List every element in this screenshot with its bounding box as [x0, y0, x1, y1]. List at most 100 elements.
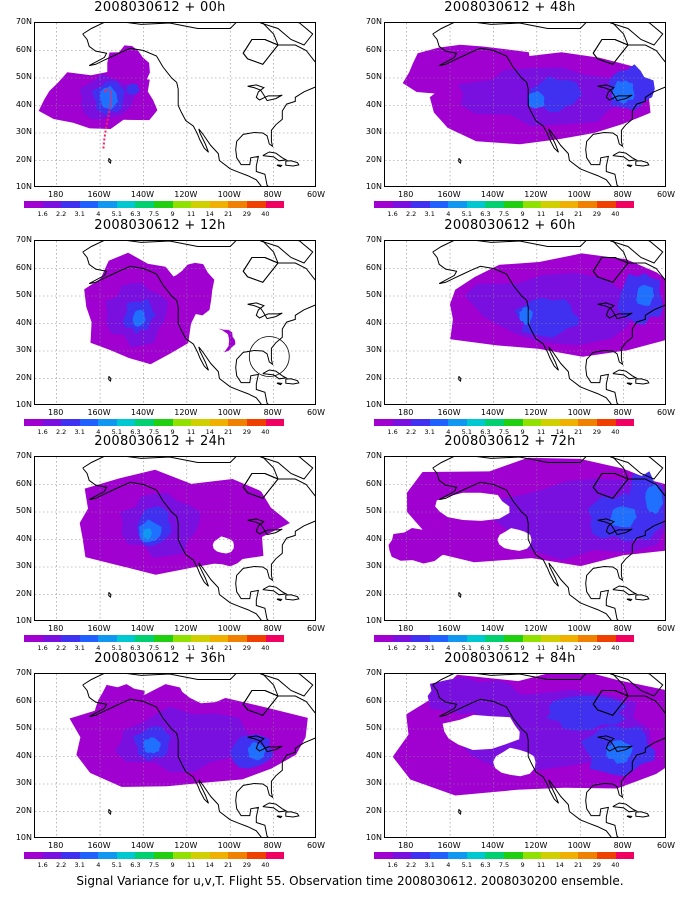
- colorbar-swatch: [154, 419, 173, 426]
- panel-title: 2008030612 + 12h: [94, 218, 226, 233]
- latitude-label: 60N: [365, 478, 382, 488]
- panel-title: 2008030612 + 00h: [94, 0, 226, 15]
- variance-gap: [386, 241, 428, 286]
- latitude-label: 30N: [15, 127, 32, 136]
- variance-contour-level-4: [519, 307, 533, 325]
- colorbar-label: 40: [261, 861, 270, 869]
- variance-gap: [177, 674, 238, 704]
- great-lakes-outline: [247, 84, 283, 102]
- colorbar: [374, 419, 635, 426]
- colorbar-swatch: [191, 419, 210, 426]
- colorbar-label: 14: [205, 428, 214, 436]
- latitude-label: 40N: [15, 99, 32, 109]
- longitude-label: 60W: [656, 408, 676, 417]
- colorbar-label: 1.6: [387, 644, 398, 652]
- colorbar-swatch: [209, 852, 229, 859]
- colorbar-swatch: [596, 635, 616, 642]
- longitude-label: 120W: [524, 624, 548, 633]
- colorbar-swatch: [429, 201, 449, 208]
- latitude-label: 70N: [365, 17, 382, 26]
- contour-map: [384, 240, 666, 405]
- map-svg: [385, 241, 665, 404]
- colorbar-label: 40: [611, 210, 620, 218]
- longitude-label: 60W: [656, 841, 676, 850]
- cuba-coastline: [262, 369, 288, 380]
- contour-map: [384, 456, 666, 621]
- longitude-label: 180: [398, 841, 414, 850]
- variance-gap: [435, 492, 510, 521]
- colorbar-labels: 1.6 2.2 3.1 4 5.1 6.3 7.5 9 11 14 21 29 40: [374, 861, 634, 869]
- baffin-island-coastline: [609, 23, 664, 46]
- cuba-coastline: [612, 802, 638, 813]
- colorbar-swatch: [265, 419, 285, 426]
- baffin-island-coastline: [609, 674, 664, 697]
- longitude-label: 140W: [130, 841, 155, 850]
- cuba-coastline: [262, 585, 288, 596]
- colorbar-swatch: [154, 852, 173, 859]
- panel-title: 2008030612 + 48h: [444, 0, 576, 15]
- colorbar-label: 14: [205, 861, 214, 869]
- longitude-label: 160W: [437, 190, 461, 199]
- colorbar-label: 3.1: [424, 644, 435, 652]
- hawaii-coastline: [108, 591, 112, 598]
- colorbar-swatch: [228, 852, 247, 859]
- colorbar-swatch: [42, 419, 62, 426]
- colorbar-swatch: [485, 201, 505, 208]
- colorbar-swatch: [374, 419, 393, 426]
- colorbar-label: 4: [446, 861, 451, 869]
- colorbar-swatch: [596, 419, 616, 426]
- latitude-label: 70N: [365, 451, 382, 460]
- variance-contour-level-4: [527, 91, 545, 109]
- colorbar-swatch: [172, 635, 192, 642]
- variance-gap: [212, 536, 234, 554]
- hudson-bay-outline: [592, 473, 629, 499]
- colorbar-label: 5.1: [461, 428, 473, 436]
- variance-gap: [493, 747, 536, 777]
- map-svg: [35, 23, 316, 186]
- colorbar-swatch: [135, 419, 155, 426]
- longitude-label: 120W: [524, 408, 548, 417]
- great-lakes-outline: [597, 735, 633, 753]
- colorbar-swatch: [116, 635, 136, 642]
- hawaii-coastline: [458, 157, 462, 164]
- colorbar-swatch: [42, 635, 62, 642]
- colorbar-swatch: [79, 852, 99, 859]
- great-lakes-outline: [597, 518, 633, 536]
- greenland-coastline: [289, 23, 316, 51]
- circle-marker: [248, 336, 290, 377]
- colorbar-swatch: [209, 201, 229, 208]
- map-panel: 2008030612 + 72h 70N 60N 50N 40N 30N 20N 10N 180…: [350, 434, 675, 652]
- colorbar-label: 29: [592, 644, 601, 652]
- variance-contour-level-4: [609, 506, 637, 528]
- latitude-label: 70N: [15, 17, 32, 26]
- latitude-label: 10N: [365, 400, 382, 409]
- latitude-label: 70N: [15, 451, 32, 460]
- colorbar-swatch: [504, 419, 523, 426]
- longitude-label: 100W: [217, 190, 241, 199]
- colorbar-swatch: [191, 635, 210, 642]
- longitude-label: 120W: [174, 408, 198, 417]
- colorbar-label: 14: [205, 210, 214, 218]
- colorbar-label: 5.1: [111, 861, 123, 869]
- map-svg: [35, 241, 315, 404]
- hispaniola-coastline: [285, 811, 300, 818]
- contour-map: [34, 456, 316, 621]
- longitude-label: 160W: [87, 408, 111, 417]
- latitude-label: 60N: [365, 44, 382, 54]
- longitude-label: 180: [398, 190, 414, 199]
- hispaniola-coastline: [635, 378, 650, 385]
- colorbar-swatch: [374, 635, 393, 642]
- colorbar-swatch: [578, 201, 597, 208]
- colorbar-label: 21: [224, 210, 233, 218]
- colorbar-label: 7.5: [498, 210, 510, 218]
- colorbar-label: 21: [224, 428, 233, 436]
- figure-caption: Signal Variance for u,v,T. Flight 55. Ob…: [76, 874, 624, 888]
- colorbar-swatch: [98, 852, 117, 859]
- hispaniola-coastline: [635, 160, 650, 167]
- colorbar-label: 4: [96, 428, 101, 436]
- colorbar-swatch: [246, 852, 266, 859]
- panel-title: 2008030612 + 84h: [444, 651, 576, 666]
- longitude-label: 80W: [613, 408, 632, 417]
- colorbar-swatch: [522, 419, 542, 426]
- map-panel: 2008030612 + 48h 70N 60N 50N 40N 30N 20N 10N 180…: [350, 0, 675, 218]
